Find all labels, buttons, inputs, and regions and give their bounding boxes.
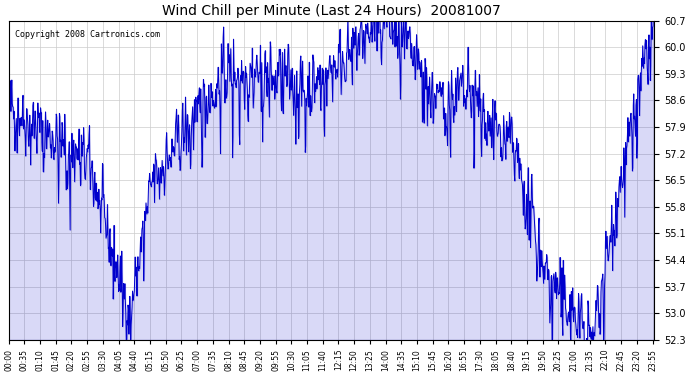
Title: Wind Chill per Minute (Last 24 Hours)  20081007: Wind Chill per Minute (Last 24 Hours) 20… [162,4,501,18]
Text: Copyright 2008 Cartronics.com: Copyright 2008 Cartronics.com [15,30,160,39]
